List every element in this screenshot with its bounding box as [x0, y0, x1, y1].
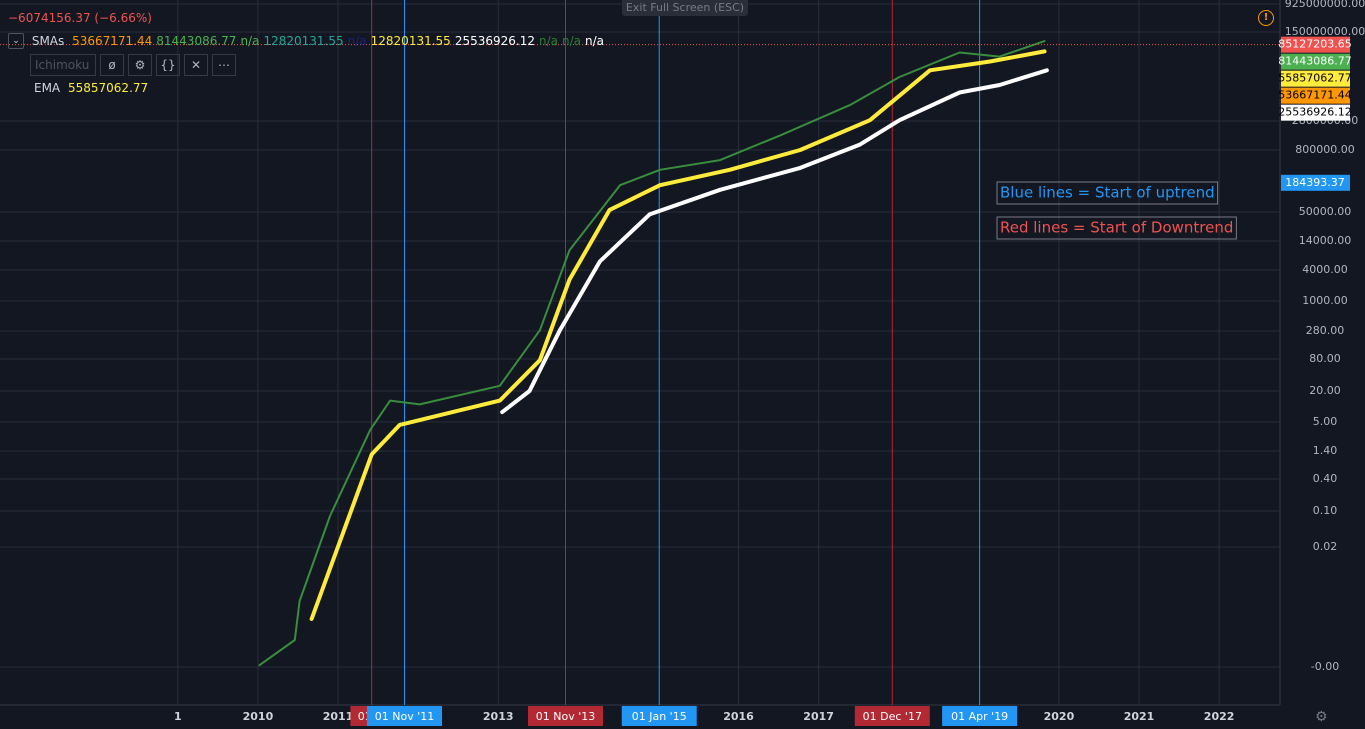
price-axis [1280, 0, 1365, 729]
price-tag-label: 25536926.12 [1278, 106, 1351, 119]
price-tag-label: 184393.37 [1285, 176, 1345, 189]
collapse-button[interactable]: ⌄ [8, 33, 24, 49]
hide-button[interactable]: ø [100, 54, 124, 76]
price-change: −6074156.37 (−6.66%) [8, 11, 152, 25]
sma-value: n/a [562, 33, 582, 48]
trend-marker-label: 01 Jan '15 [632, 710, 687, 723]
settings-gear[interactable]: ⚙ [1315, 709, 1328, 725]
y-tick-label: 14000.00 [1299, 234, 1352, 247]
trend-marker-label: 01 Dec '17 [863, 710, 922, 723]
sma-label: SMAs [31, 33, 65, 48]
y-tick-label: 5.00 [1313, 415, 1338, 428]
sma-value: 53667171.44 [72, 33, 153, 48]
ema-value: 55857062.77 [67, 81, 149, 95]
source-button[interactable]: {} [156, 54, 180, 76]
annotation: Blue lines = Start of uptrend [1000, 184, 1215, 202]
trend-marker-tag [854, 706, 930, 726]
sma-value: n/a [585, 33, 605, 48]
trend-marker-label: 01 Apr '19 [951, 710, 1008, 723]
trend-marker-tag [942, 706, 1018, 726]
ema-label: EMA [34, 81, 61, 95]
sma-value: 12820131.55 [263, 33, 344, 48]
y-tick-label: 80.00 [1309, 352, 1341, 365]
x-tick-label: 2016 [723, 710, 754, 723]
y-tick-label: 1.40 [1313, 444, 1338, 457]
annotation-box [996, 216, 1237, 240]
trend-marker-tag [367, 706, 443, 726]
x-tick-label: 2022 [1204, 710, 1235, 723]
price-tag-label: 81443086.77 [1278, 55, 1351, 68]
y-tick-label: 150000000.00 [1285, 25, 1365, 38]
y-tick-label: 50000.00 [1299, 205, 1352, 218]
indicator-name: Ichimoku [30, 54, 96, 76]
remove-button[interactable]: ✕ [184, 54, 208, 76]
warning-icon[interactable]: ! [1258, 10, 1274, 26]
y-tick-label: 1000.00 [1302, 294, 1348, 307]
price-tag-label: 85127203.65 [1278, 38, 1351, 51]
price-tag-label: 55857062.77 [1278, 72, 1351, 85]
price-tag [1281, 36, 1350, 53]
y-tick-label: 0.40 [1313, 472, 1338, 485]
price-tag [1281, 104, 1350, 121]
more-button[interactable]: ⋯ [212, 54, 236, 76]
x-tick-label: 2021 [1124, 710, 1155, 723]
sma-legend: ⌄ SMAs 53667171.44 81443086.77 n/a 12820131… [8, 33, 608, 49]
sma-value: n/a [240, 33, 260, 48]
price-tag [1281, 87, 1350, 104]
sma-value: n/a [538, 33, 558, 48]
trend-marker-tag [621, 706, 697, 726]
trend-marker-tag [528, 706, 604, 726]
settings-button[interactable]: ⚙ [128, 54, 152, 76]
trend-marker-label: 01 Nov '11 [375, 710, 434, 723]
trend-marker-label: 01 Nov '13 [536, 710, 595, 723]
x-tick-label: 2017 [803, 710, 834, 723]
price-tag [1281, 53, 1350, 70]
y-tick-label: 4000.00 [1302, 263, 1348, 276]
indicator-toolbar: Ichimoku ø ⚙ {} ✕ ⋯ [30, 54, 236, 76]
series-line [258, 40, 1046, 667]
y-tick-label: 20.00 [1309, 384, 1341, 397]
y-tick-label: 925000000.00 [1285, 0, 1365, 10]
series-line [500, 68, 1049, 415]
y-tick-label: 800000.00 [1295, 143, 1355, 156]
series-line [309, 49, 1047, 621]
price-tag [1281, 174, 1350, 191]
exit-fullscreen-button[interactable]: Exit Full Screen (ESC) [622, 0, 748, 16]
y-tick-label: -0.00 [1311, 660, 1339, 673]
x-tick-label: 1 [174, 710, 182, 723]
y-tick-label: 0.02 [1313, 540, 1338, 553]
x-tick-label: 2011 [323, 710, 354, 723]
y-tick-label: 280.00 [1306, 324, 1345, 337]
sma-value: 12820131.55 [370, 33, 451, 48]
annotation-box [996, 181, 1219, 205]
y-tick-label: 0.10 [1313, 504, 1338, 517]
sma-value: 81443086.77 [156, 33, 237, 48]
annotation: Red lines = Start of Downtrend [1000, 219, 1233, 237]
ema-legend: EMA 55857062.77 [34, 81, 152, 95]
price-tag [1281, 70, 1350, 87]
sma-value: 25536926.12 [454, 33, 535, 48]
x-tick-label: 2013 [483, 710, 514, 723]
price-tag-label: 53667171.44 [1278, 89, 1351, 102]
sma-value: n/a [347, 33, 367, 48]
x-tick-label: 2020 [1044, 710, 1075, 723]
x-tick-label: 2010 [243, 710, 274, 723]
